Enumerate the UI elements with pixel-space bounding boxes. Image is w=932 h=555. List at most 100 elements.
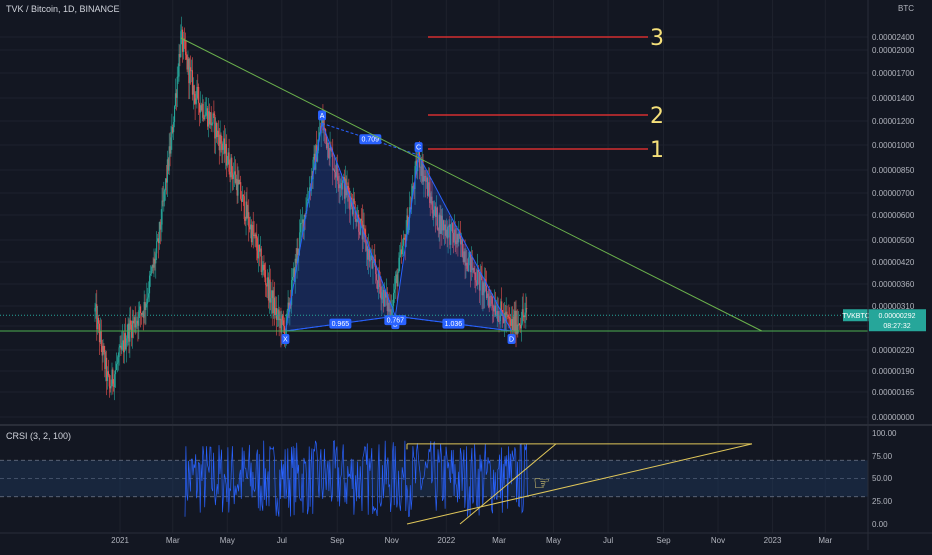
candle-body (429, 192, 431, 203)
crsi-long-line[interactable] (406, 443, 753, 525)
candle-body (491, 296, 493, 304)
pattern-ratio-badge[interactable] (384, 315, 407, 326)
candle-body (394, 278, 396, 290)
candle-body (368, 248, 370, 262)
candle-body (237, 179, 239, 196)
candle-body (181, 29, 183, 32)
candle-body (372, 261, 374, 269)
price-tick-label: 0.00000000 (872, 413, 915, 422)
candle-body (423, 176, 425, 182)
pattern-point-marker[interactable] (414, 142, 423, 153)
candle-body (286, 310, 288, 315)
candle-body (411, 186, 413, 198)
pattern-point-marker[interactable] (318, 110, 327, 121)
candle-body (483, 282, 485, 293)
candle-body (351, 206, 353, 215)
candle-body (218, 137, 220, 151)
candle-body (262, 264, 264, 271)
candle-body (451, 223, 454, 233)
candle-body (446, 229, 448, 239)
candle-body (275, 308, 278, 320)
candle-body (400, 249, 402, 256)
crsi-tick-label: 0.00 (872, 520, 888, 529)
candle-body (273, 297, 275, 314)
candle-body (477, 269, 479, 286)
candle-body (335, 163, 337, 178)
candle-body (435, 206, 437, 217)
candle-body (443, 224, 446, 231)
price-tick-label: 0.00000165 (872, 388, 915, 397)
candle-body (264, 269, 266, 278)
candle-body (336, 163, 338, 177)
candle-body (297, 248, 299, 256)
candle-body (119, 345, 121, 348)
candle-body (132, 320, 134, 324)
candle-body (379, 283, 381, 287)
candle-body (440, 215, 442, 234)
candle-body (389, 309, 391, 312)
pattern-ratio-badge[interactable] (329, 318, 352, 329)
pattern-ratio-label: 1.036 (445, 321, 463, 328)
crsi-tick-label: 75.00 (872, 452, 893, 461)
candle-body (200, 105, 202, 111)
candle-body (253, 234, 255, 237)
candle-body (490, 296, 492, 298)
price-tag-countdown: 08:27:32 (883, 323, 910, 330)
candle-body (415, 160, 417, 167)
candle-body (118, 347, 120, 358)
pattern-ratio-badge[interactable] (442, 318, 465, 329)
candle-body (296, 248, 298, 264)
candle-body (232, 174, 235, 179)
candle-body (367, 246, 369, 260)
candle-body (159, 222, 161, 230)
candle-body (215, 123, 217, 139)
pattern-point-marker[interactable] (281, 334, 290, 344)
pattern-point-marker[interactable] (507, 334, 516, 344)
target-label: 1 (650, 138, 664, 163)
candle-body (98, 323, 101, 343)
candle-body (377, 270, 379, 290)
candle-body (152, 264, 154, 268)
candle-body (365, 235, 367, 251)
candle-body (438, 214, 440, 231)
descending-trendline[interactable] (180, 37, 763, 332)
candle-body (453, 229, 455, 243)
candle-body (110, 386, 112, 389)
candle-body (404, 238, 406, 247)
candle-body (169, 146, 171, 154)
candle-body (451, 223, 453, 225)
candle-body (260, 248, 262, 272)
candle-body (124, 333, 126, 350)
candle-body (135, 323, 137, 328)
candle-body (519, 324, 522, 329)
candle-body (182, 29, 184, 52)
crsi-rising-line[interactable] (459, 443, 557, 525)
candle-body (227, 152, 229, 164)
candle-body (268, 279, 270, 301)
candle-body (167, 159, 169, 171)
candle-body (117, 357, 119, 363)
candle-body (324, 127, 326, 129)
candle-body (290, 304, 292, 306)
candle-body (116, 362, 118, 364)
candle-body (409, 207, 411, 219)
candle-body (515, 310, 517, 334)
candle-body (467, 268, 469, 272)
candle-body (241, 198, 243, 202)
symbol-tag-text: TVKBTC (842, 313, 870, 320)
candle-body (240, 182, 242, 199)
candle-body (101, 346, 103, 356)
candle-body (353, 198, 355, 204)
candle-body (249, 224, 252, 230)
candle-body (191, 70, 193, 95)
candle-body (387, 302, 389, 312)
candle-body (480, 272, 482, 277)
candle-body (458, 231, 460, 243)
candle-body (437, 229, 439, 231)
candle-body (478, 271, 480, 291)
candle-body (359, 218, 362, 235)
candle-body (125, 342, 127, 350)
candle-body (494, 305, 497, 316)
